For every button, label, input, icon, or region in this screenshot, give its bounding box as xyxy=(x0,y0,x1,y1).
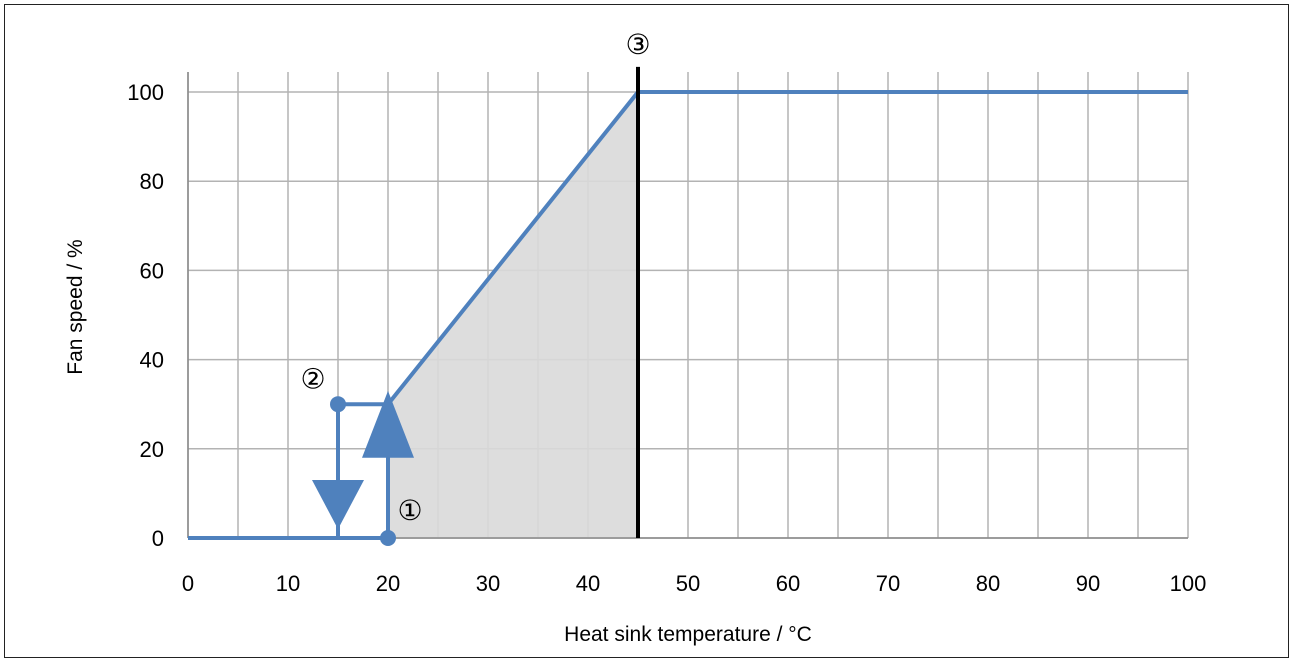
x-tick-label: 70 xyxy=(876,571,900,596)
x-tick-label: 100 xyxy=(1170,571,1207,596)
annotation-label: ③ xyxy=(625,29,650,60)
x-tick-label: 20 xyxy=(376,571,400,596)
shaded-region xyxy=(388,92,638,538)
data-point xyxy=(330,396,346,413)
y-axis-label: Fan speed / % xyxy=(64,239,87,374)
x-tick-label: 10 xyxy=(276,571,300,596)
annotation-label: ① xyxy=(397,495,422,526)
x-tick-label: 0 xyxy=(182,571,194,596)
x-tick-label: 50 xyxy=(676,571,700,596)
y-tick-label: 80 xyxy=(140,169,164,194)
x-axis-label: Heat sink temperature / °C xyxy=(564,623,812,646)
chart-frame xyxy=(4,4,1289,658)
x-tick-label: 30 xyxy=(476,571,500,596)
arrow-up xyxy=(362,390,414,458)
shaded-region-layer xyxy=(388,92,638,538)
y-tick-label: 20 xyxy=(140,437,164,462)
tick-labels: 0 10 20 30 40 50 60 70 80 90 100 0 20 40 60 80 100 xyxy=(127,80,1206,596)
arrow-down xyxy=(312,480,364,530)
axis-labels: Heat sink temperature / °C Fan speed / % xyxy=(64,239,812,646)
x-tick-label: 40 xyxy=(576,571,600,596)
x-tick-label: 60 xyxy=(776,571,800,596)
annotation-label: ② xyxy=(300,364,325,395)
y-tick-label: 100 xyxy=(127,80,164,105)
y-tick-label: 60 xyxy=(140,258,164,283)
x-tick-label: 90 xyxy=(1076,571,1100,596)
y-tick-label: 40 xyxy=(140,348,164,373)
y-tick-label: 0 xyxy=(152,526,164,551)
marker-layer: ① ② ③ xyxy=(300,29,651,546)
x-tick-label: 80 xyxy=(976,571,1000,596)
data-point xyxy=(380,530,396,546)
